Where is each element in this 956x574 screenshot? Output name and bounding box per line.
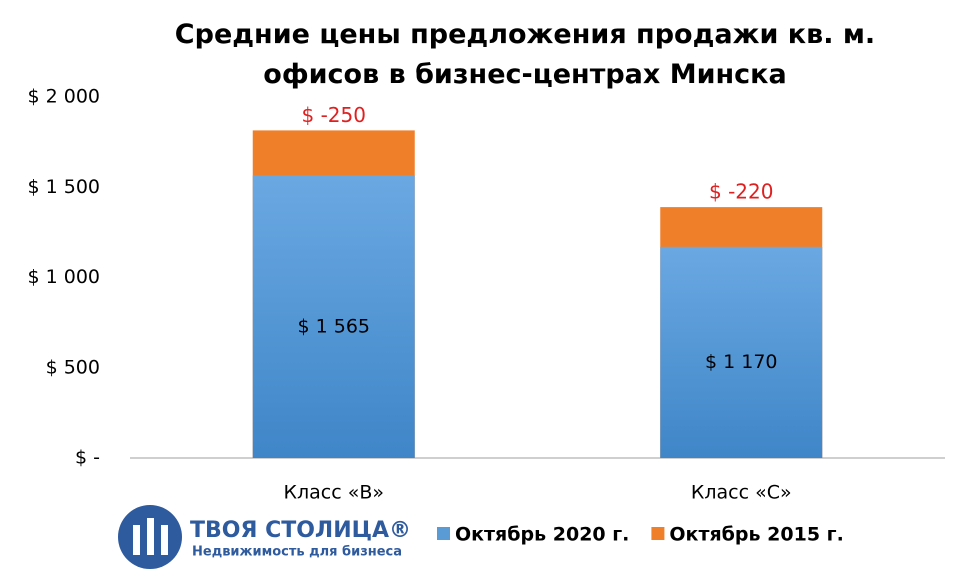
- annotation: $ -220: [709, 180, 773, 204]
- bar: [660, 246, 823, 458]
- legend-swatch: [651, 527, 665, 540]
- logo-tagline: Недвижимость для бизнеса: [192, 545, 402, 560]
- x-tick-label: Класс «С»: [691, 482, 792, 504]
- value-label: $ 1 170: [705, 351, 778, 373]
- legend-label: Октябрь 2020 г.: [455, 524, 629, 546]
- y-tick-label: $ 1 500: [27, 176, 100, 198]
- y-tick-label: $ 1 000: [27, 266, 100, 288]
- legend-label: Октябрь 2015 г.: [669, 524, 843, 546]
- logo-icon-part: [161, 525, 168, 555]
- logo-icon-part: [147, 518, 154, 555]
- chart-title: Средние цены предложения продажи кв. м. о…: [175, 19, 875, 90]
- y-tick-label: $ 500: [46, 356, 100, 378]
- y-tick-label: $ 2 000: [27, 86, 100, 108]
- y-tick-label: $ -: [75, 447, 100, 469]
- x-tick-label: Класс «В»: [284, 482, 385, 504]
- value-label: $ 1 565: [297, 315, 370, 337]
- bar: [252, 175, 415, 458]
- logo-name: ТВОЯ СТОЛИЦА®: [190, 518, 411, 543]
- logo-icon-part: [133, 525, 140, 555]
- logo: ТВОЯ СТОЛИЦА® Недвижимость для бизнеса: [118, 505, 411, 569]
- annotation: $ -250: [302, 103, 366, 127]
- legend-swatch: [437, 527, 450, 540]
